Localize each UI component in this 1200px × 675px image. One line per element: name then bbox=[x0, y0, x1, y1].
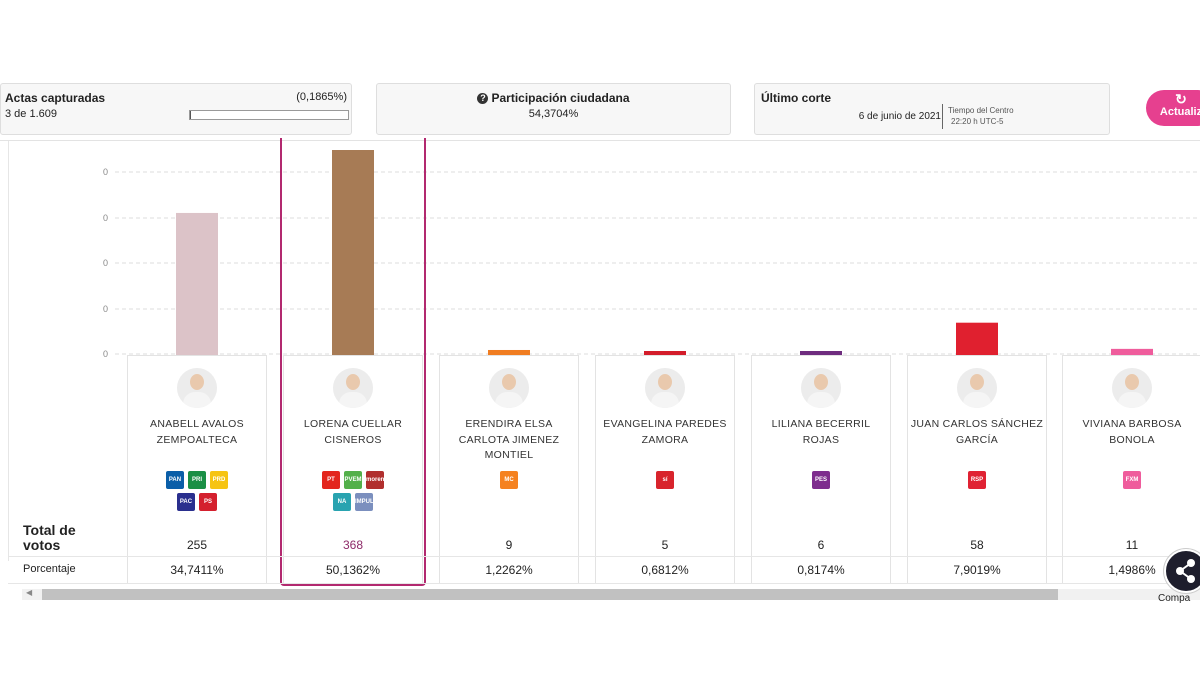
candidate-percent: 1,4986% bbox=[1108, 563, 1156, 577]
participacion-panel: ? Participación ciudadana 54,3704% bbox=[376, 83, 731, 135]
candidate-percent: 1,2262% bbox=[485, 563, 533, 577]
candidate-percent: 50,1362% bbox=[325, 563, 381, 577]
porcentaje-label: Porcentaje bbox=[23, 563, 76, 575]
candidate-name: ERENDIRA ELSA CARLOTA JIMENEZ MONTIEL bbox=[458, 418, 560, 461]
candidate-photo bbox=[1112, 368, 1152, 408]
scrollbar-thumb[interactable] bbox=[42, 589, 1058, 600]
party-logo-icon: IMPULSO bbox=[355, 493, 382, 511]
candidate-percent: 34,7411% bbox=[170, 563, 224, 577]
candidate-votes: 6 bbox=[817, 538, 825, 552]
candidate-votes: 368 bbox=[342, 538, 364, 552]
candidate-name: LORENA CUELLAR CISNEROS bbox=[303, 418, 403, 446]
scroll-left-icon[interactable]: ◀ bbox=[26, 588, 33, 597]
candidate-votes: 255 bbox=[186, 538, 208, 552]
actas-capturadas-panel: Actas capturadas 3 de 1.609 (0,1865%) bbox=[0, 83, 352, 135]
candidate-card[interactable]: ERENDIRA ELSA CARLOTA JIMENEZ MONTIEL MC 9… bbox=[439, 355, 579, 584]
candidate-percent: 0,8174% bbox=[797, 563, 845, 577]
party-logo-icon: PAC bbox=[177, 493, 195, 511]
candidate-photo bbox=[333, 368, 373, 408]
party-logo-icon: PT bbox=[322, 471, 340, 489]
party-logos: MC bbox=[440, 469, 578, 491]
share-button[interactable] bbox=[1164, 549, 1200, 593]
candidate-percent: 0,6812% bbox=[641, 563, 689, 577]
refresh-button[interactable]: ↻ Actualiz bbox=[1146, 90, 1200, 126]
party-logos: FXM bbox=[1063, 469, 1200, 491]
candidate-name: ANABELL AVALOS ZEMPOALTECA bbox=[150, 418, 244, 446]
participacion-value: 54,3704% bbox=[528, 108, 579, 120]
candidate-card[interactable]: ANABELL AVALOS ZEMPOALTECA PAN PRI PRD PAC PS… bbox=[127, 355, 267, 584]
total-votos-label: Total de votos bbox=[23, 523, 93, 553]
party-logo-icon: PRI bbox=[188, 471, 206, 489]
corte-divider bbox=[942, 104, 943, 129]
candidate-card[interactable]: EVANGELINA PAREDES ZAMORA sí 5 0,6812% bbox=[595, 355, 735, 584]
party-logo-icon: NA bbox=[333, 493, 351, 511]
share-icon bbox=[1176, 559, 1195, 583]
corte-timezone: Tiempo del Centro bbox=[948, 106, 1014, 115]
party-logo-icon: sí bbox=[656, 471, 674, 489]
refresh-label: Actualiz bbox=[1159, 106, 1200, 118]
candidate-name: VIVIANA BARBOSA BONOLA bbox=[1082, 418, 1182, 446]
candidate-votes: 5 bbox=[661, 538, 669, 552]
party-logo-icon: RSP bbox=[968, 471, 986, 489]
party-logo-icon: MC bbox=[500, 471, 518, 489]
candidate-card[interactable]: LORENA CUELLAR CISNEROS PT PVEM morena NA IMP… bbox=[283, 355, 423, 584]
ultimo-corte-panel: Último corte 6 de junio de 2021 Tiempo d… bbox=[754, 83, 1110, 135]
y-tick-label: 0 bbox=[103, 213, 108, 223]
candidate-votes: 58 bbox=[970, 538, 984, 552]
actas-percent: (0,1865%) bbox=[296, 91, 347, 103]
y-tick-label: 0 bbox=[103, 304, 108, 314]
horizontal-scrollbar[interactable]: ◀ bbox=[22, 588, 1200, 600]
corte-time: 22:20 h UTC-5 bbox=[951, 117, 1004, 126]
candidate-card[interactable]: LILIANA BECERRIL ROJAS PES 6 0,8174% bbox=[751, 355, 891, 584]
candidate-photo bbox=[489, 368, 529, 408]
party-logo-icon: PES bbox=[812, 471, 830, 489]
bar-6[interactable] bbox=[956, 322, 998, 355]
participacion-title: Participación ciudadana bbox=[491, 91, 630, 105]
actas-progress-bar bbox=[189, 110, 349, 120]
candidate-photo bbox=[957, 368, 997, 408]
party-logos: RSP bbox=[908, 469, 1046, 491]
corte-title: Último corte bbox=[761, 91, 832, 105]
row-divider bbox=[8, 556, 1200, 557]
party-logo-icon: morena bbox=[366, 471, 388, 489]
party-logo-icon: PS bbox=[199, 493, 217, 511]
candidate-votes: 11 bbox=[1125, 538, 1139, 552]
total-votos-text: Total de votos bbox=[23, 522, 76, 553]
party-logo-icon: PRD bbox=[210, 471, 228, 489]
candidate-photo bbox=[177, 368, 217, 408]
selected-candidate-highlight bbox=[280, 138, 426, 586]
candidate-photo bbox=[801, 368, 841, 408]
table-left-border bbox=[8, 141, 9, 561]
candidate-name: EVANGELINA PAREDES ZAMORA bbox=[603, 418, 727, 446]
candidate-name: JUAN CARLOS SÁNCHEZ GARCÍA bbox=[910, 418, 1044, 446]
party-logos: PES bbox=[752, 469, 890, 491]
candidate-percent: 7,9019% bbox=[953, 563, 1001, 577]
help-icon[interactable]: ? bbox=[477, 93, 489, 104]
actas-title: Actas capturadas bbox=[5, 91, 106, 105]
candidate-card[interactable]: JUAN CARLOS SÁNCHEZ GARCÍA RSP 58 7,9019% bbox=[907, 355, 1047, 584]
header-divider bbox=[0, 140, 1200, 141]
party-logo-icon: PVEM bbox=[344, 471, 362, 489]
candidate-photo bbox=[645, 368, 685, 408]
candidate-name: LILIANA BECERRIL ROJAS bbox=[771, 418, 871, 446]
candidate-votes: 9 bbox=[505, 538, 513, 552]
bar-1[interactable] bbox=[176, 212, 218, 355]
actas-count: 3 de 1.609 bbox=[5, 108, 57, 120]
y-tick-label: 0 bbox=[103, 349, 108, 359]
party-logos: sí bbox=[596, 469, 734, 491]
refresh-icon: ↻ bbox=[1175, 91, 1187, 107]
corte-date: 6 de junio de 2021 bbox=[858, 111, 941, 122]
party-logos: PT PVEM morena NA IMPULSO bbox=[284, 469, 422, 513]
party-logo-icon: FXM bbox=[1123, 471, 1141, 489]
party-logo-icon: PAN bbox=[166, 471, 184, 489]
y-tick-label: 0 bbox=[103, 167, 108, 177]
share-label: Compa bbox=[1158, 593, 1191, 604]
party-logos: PAN PRI PRD PAC PS bbox=[128, 469, 266, 513]
y-tick-label: 0 bbox=[103, 258, 108, 268]
row-divider bbox=[8, 583, 1200, 584]
